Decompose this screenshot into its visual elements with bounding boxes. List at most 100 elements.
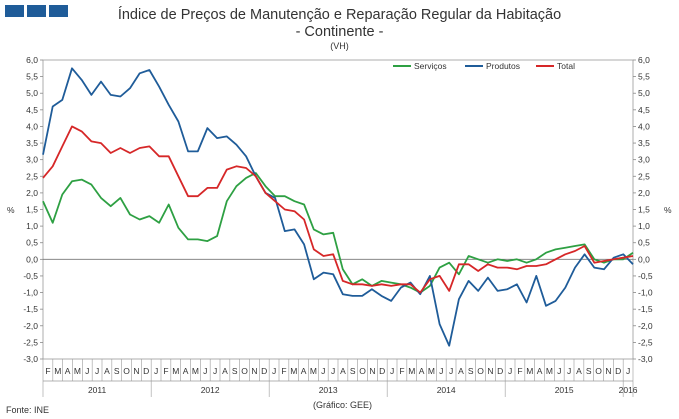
y-tick-label-right: -2,5 xyxy=(638,337,653,347)
x-year-label: 2012 xyxy=(201,385,220,395)
y-tick-label-left: 1,0 xyxy=(26,221,38,231)
y-tick-label-right: 0,0 xyxy=(638,254,650,264)
y-axis-label-right: % xyxy=(664,205,672,215)
x-month-label: S xyxy=(350,366,356,376)
x-month-label: O xyxy=(595,366,602,376)
x-month-label: N xyxy=(251,366,257,376)
x-month-label: M xyxy=(74,366,81,376)
y-tick-label-right: 3,0 xyxy=(638,155,650,165)
series-line-3 xyxy=(42,125,634,294)
x-month-label: J xyxy=(508,366,512,376)
y-tick-label-right: 4,0 xyxy=(638,121,650,131)
x-month-label: F xyxy=(399,366,404,376)
x-month-label: M xyxy=(428,366,435,376)
x-month-label: S xyxy=(586,366,592,376)
y-tick-label-right: 4,5 xyxy=(638,105,650,115)
x-year-label: 2016 xyxy=(619,385,638,395)
x-month-label: M xyxy=(310,366,317,376)
logo-block-3 xyxy=(49,5,68,17)
y-tick-label-right: 0,5 xyxy=(638,238,650,248)
y-tick-label-left: 0,0 xyxy=(26,254,38,264)
y-tick-label-left: 2,5 xyxy=(26,171,38,181)
y-tick-label-left: -0,5 xyxy=(23,271,38,281)
chart-subtitle: - Continente - xyxy=(295,24,384,40)
x-month-label: M xyxy=(192,366,199,376)
source-note: Fonte: INE xyxy=(6,405,50,415)
y-tick-label-right: 2,0 xyxy=(638,188,650,198)
x-month-label: N xyxy=(369,366,375,376)
x-month-label: J xyxy=(331,366,335,376)
x-month-label: O xyxy=(241,366,248,376)
y-tick-label-right: 1,5 xyxy=(638,205,650,215)
x-month-label: J xyxy=(154,366,158,376)
x-month-label: A xyxy=(301,366,307,376)
y-tick-label-left: 3,5 xyxy=(26,138,38,148)
logo-block-1 xyxy=(5,5,24,17)
x-month-label: J xyxy=(213,366,217,376)
x-month-label: F xyxy=(281,366,286,376)
x-month-label: O xyxy=(477,366,484,376)
x-month-label: J xyxy=(439,366,443,376)
x-month-label: A xyxy=(65,366,71,376)
x-year-label: 2014 xyxy=(437,385,456,395)
x-month-label: M xyxy=(290,366,297,376)
x-month-label: J xyxy=(567,366,571,376)
x-month-label: J xyxy=(557,366,561,376)
chart-credit: (Gráfico: GEE) xyxy=(313,400,373,410)
x-month-label: M xyxy=(172,366,179,376)
y-tick-label-right: 6,0 xyxy=(638,55,650,65)
x-month-label: F xyxy=(163,366,168,376)
x-month-label: F xyxy=(45,366,50,376)
x-month-label: S xyxy=(232,366,238,376)
x-month-label: A xyxy=(340,366,346,376)
plot-area-frame xyxy=(42,59,634,360)
x-month-label: J xyxy=(449,366,453,376)
series-line-2 xyxy=(42,67,634,347)
y-tick-label-right: -2,0 xyxy=(638,321,653,331)
x-month-label: F xyxy=(517,366,522,376)
unit-note: (VH) xyxy=(330,41,349,51)
x-month-label: M xyxy=(546,366,553,376)
y-tick-label-right: -3,0 xyxy=(638,354,653,364)
y-tick-label-left: 4,5 xyxy=(26,105,38,115)
y-tick-label-left: 3,0 xyxy=(26,155,38,165)
y-axis-label-left: % xyxy=(7,205,15,215)
x-month-label: A xyxy=(183,366,189,376)
legend-label-1: Serviços xyxy=(414,61,447,71)
x-month-label: O xyxy=(359,366,366,376)
x-month-label: M xyxy=(54,366,61,376)
y-tick-label-right: -1,5 xyxy=(638,304,653,314)
x-month-label: N xyxy=(487,366,493,376)
x-month-label: J xyxy=(321,366,325,376)
x-month-label: N xyxy=(605,366,611,376)
y-tick-label-left: -3,0 xyxy=(23,354,38,364)
x-month-label: A xyxy=(222,366,228,376)
x-year-label: 2015 xyxy=(555,385,574,395)
x-month-label: A xyxy=(537,366,543,376)
legend-label-3: Total xyxy=(557,61,575,71)
x-month-label: D xyxy=(143,366,149,376)
x-month-label: J xyxy=(626,366,630,376)
y-tick-label-right: -0,5 xyxy=(638,271,653,281)
y-tick-label-right: 1,0 xyxy=(638,221,650,231)
y-tick-label-left: 5,5 xyxy=(26,72,38,82)
x-month-label: D xyxy=(615,366,621,376)
y-tick-label-right: 5,0 xyxy=(638,88,650,98)
x-month-label: A xyxy=(419,366,425,376)
series-line-1 xyxy=(42,172,634,294)
y-tick-label-right: 2,5 xyxy=(638,171,650,181)
x-month-label: A xyxy=(104,366,110,376)
x-month-label: S xyxy=(114,366,120,376)
x-month-label: D xyxy=(261,366,267,376)
y-tick-label-left: -2,0 xyxy=(23,321,38,331)
x-month-label: A xyxy=(458,366,464,376)
y-tick-label-right: 3,5 xyxy=(638,138,650,148)
x-month-label: M xyxy=(526,366,533,376)
y-tick-label-left: -1,0 xyxy=(23,288,38,298)
y-tick-label-left: -1,5 xyxy=(23,304,38,314)
x-month-label: J xyxy=(390,366,394,376)
gee-logo xyxy=(5,5,68,17)
y-tick-label-left: 4,0 xyxy=(26,121,38,131)
y-tick-label-right: -1,0 xyxy=(638,288,653,298)
